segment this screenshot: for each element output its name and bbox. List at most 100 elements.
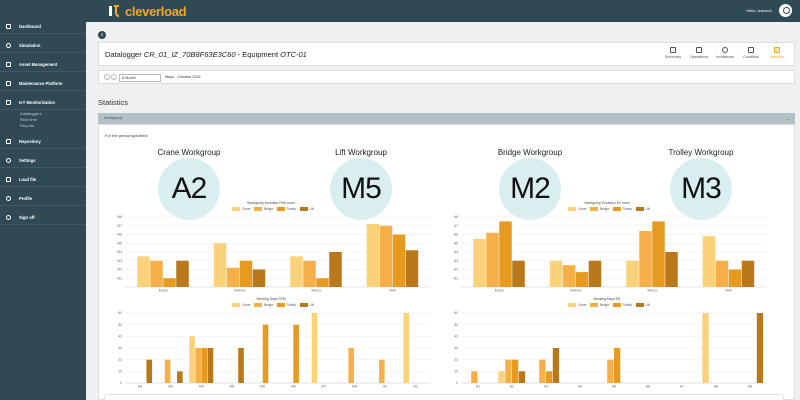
- sidebar-item-settings[interactable]: Settings: [0, 154, 86, 168]
- next-period-button[interactable]: ›: [111, 74, 117, 80]
- sidebar-item-profile[interactable]: Profile: [0, 192, 86, 206]
- bar-trolley[interactable]: [316, 278, 329, 287]
- bar-crane[interactable]: [403, 313, 410, 383]
- bar-bridge[interactable]: [505, 359, 512, 383]
- sidebar-item-repository[interactable]: Repository: [0, 135, 86, 149]
- bar-bridge[interactable]: [639, 231, 652, 287]
- bar-crane[interactable]: [366, 224, 380, 287]
- sidebar-item-maintenance[interactable]: Maintenance Platform: [0, 77, 86, 91]
- bar-crane[interactable]: [311, 313, 318, 383]
- bar-bridge[interactable]: [303, 260, 316, 287]
- bar-lift[interactable]: [756, 313, 764, 383]
- bar-lift[interactable]: [552, 348, 560, 383]
- legend-label[interactable]: Bridge: [263, 303, 274, 307]
- bar-trolley[interactable]: [614, 348, 621, 383]
- legend-label[interactable]: Trolley: [286, 207, 297, 211]
- legend-label[interactable]: Bridge: [599, 207, 610, 211]
- bar-lift[interactable]: [665, 252, 678, 287]
- bar-trolley[interactable]: [293, 324, 299, 383]
- bar-bridge[interactable]: [539, 359, 546, 383]
- bar-trolley[interactable]: [163, 278, 176, 287]
- bar-bridge[interactable]: [471, 371, 478, 383]
- bar-crane[interactable]: [189, 336, 195, 383]
- bar-lift[interactable]: [741, 260, 755, 287]
- bar-crane[interactable]: [702, 236, 716, 287]
- sidebar-item-simulation[interactable]: Simulation: [0, 39, 86, 53]
- bar-lift[interactable]: [518, 371, 526, 383]
- bar-lift[interactable]: [512, 260, 525, 287]
- sidebar-item-sign-off[interactable]: Sign off: [0, 211, 86, 225]
- legend-label[interactable]: Trolley: [622, 303, 633, 307]
- bar-lift[interactable]: [252, 269, 266, 288]
- bar-crane[interactable]: [626, 260, 639, 287]
- bar-trolley[interactable]: [575, 272, 589, 287]
- bar-crane[interactable]: [137, 256, 150, 287]
- bar-bridge[interactable]: [562, 265, 576, 287]
- bar-trolley[interactable]: [728, 269, 742, 288]
- bar-crane[interactable]: [498, 371, 505, 383]
- legend-label[interactable]: Crane: [241, 303, 251, 307]
- bar-bridge[interactable]: [607, 359, 614, 383]
- x-tick-label: M4: [230, 385, 235, 389]
- bar-lift[interactable]: [405, 250, 419, 287]
- tab-condition[interactable]: Condition: [738, 46, 764, 59]
- legend-label[interactable]: Lift: [645, 207, 650, 211]
- subnav-real-time[interactable]: Real time: [20, 117, 37, 122]
- bar-trolley[interactable]: [546, 371, 553, 383]
- avatar[interactable]: [779, 4, 792, 17]
- sidebar-item-iot[interactable]: IoT Monitorization: [0, 96, 86, 110]
- sidebar-item-dashboard[interactable]: Dashboard: [0, 20, 86, 34]
- legend-label[interactable]: Crane: [577, 303, 587, 307]
- chart-title: Workgroup Evolution En norm: [584, 201, 630, 205]
- bar-lift[interactable]: [176, 260, 189, 287]
- workgroup-accordion[interactable]: Workgroup ⌄: [98, 113, 795, 124]
- subnav-dataloggers[interactable]: Dataloggers: [20, 111, 42, 116]
- legend-label[interactable]: Trolley: [286, 303, 297, 307]
- bar-bridge[interactable]: [226, 267, 240, 287]
- legend-label[interactable]: Crane: [577, 207, 587, 211]
- bar-bridge[interactable]: [195, 348, 201, 383]
- bar-bridge[interactable]: [164, 359, 171, 383]
- subnav-reports[interactable]: Reports: [20, 123, 35, 128]
- bar-bridge[interactable]: [150, 260, 163, 287]
- tab-incidences[interactable]: Incidences: [712, 46, 738, 59]
- bar-lift[interactable]: [329, 252, 342, 287]
- bar-bridge[interactable]: [379, 225, 393, 287]
- bar-trolley[interactable]: [512, 359, 519, 383]
- tab-operations[interactable]: Operations: [686, 46, 712, 59]
- bar-crane[interactable]: [290, 256, 303, 287]
- legend-label[interactable]: Lift: [309, 207, 314, 211]
- tab-summary[interactable]: Summary: [660, 46, 686, 59]
- legend-label[interactable]: Crane: [241, 207, 251, 211]
- bar-trolley[interactable]: [392, 234, 406, 288]
- legend-label[interactable]: Trolley: [622, 207, 633, 211]
- bar-crane[interactable]: [213, 243, 227, 287]
- bar-trolley[interactable]: [652, 221, 665, 287]
- legend-label[interactable]: Bridge: [263, 207, 274, 211]
- bar-bridge[interactable]: [715, 260, 729, 287]
- sidebar-item-load-file[interactable]: Load file: [0, 173, 86, 187]
- bar-lift[interactable]: [207, 348, 214, 383]
- bar-bridge[interactable]: [486, 232, 499, 287]
- bar-lift[interactable]: [238, 348, 244, 383]
- period-select[interactable]: 6 Month: [119, 73, 161, 82]
- bar-trolley[interactable]: [262, 324, 269, 383]
- bar-lift[interactable]: [177, 371, 183, 383]
- prev-period-button[interactable]: ‹: [104, 74, 110, 80]
- bar-crane[interactable]: [473, 238, 486, 287]
- bar-bridge[interactable]: [378, 359, 385, 383]
- bar-crane[interactable]: [702, 313, 709, 383]
- bar-trolley[interactable]: [499, 221, 512, 287]
- legend-label[interactable]: Bridge: [599, 303, 610, 307]
- bar-crane[interactable]: [549, 260, 563, 287]
- bar-bridge[interactable]: [348, 348, 354, 383]
- bar-lift[interactable]: [588, 260, 602, 287]
- brand-logo[interactable]: cleverload: [108, 2, 187, 20]
- tab-statistics[interactable]: Statistics: [764, 46, 790, 59]
- sidebar-item-asset-management[interactable]: Asset Management: [0, 58, 86, 72]
- legend-label[interactable]: Lift: [309, 303, 314, 307]
- legend-label[interactable]: Lift: [645, 303, 650, 307]
- bar-trolley[interactable]: [239, 260, 253, 287]
- bar-lift[interactable]: [146, 359, 153, 383]
- bar-trolley[interactable]: [201, 348, 208, 383]
